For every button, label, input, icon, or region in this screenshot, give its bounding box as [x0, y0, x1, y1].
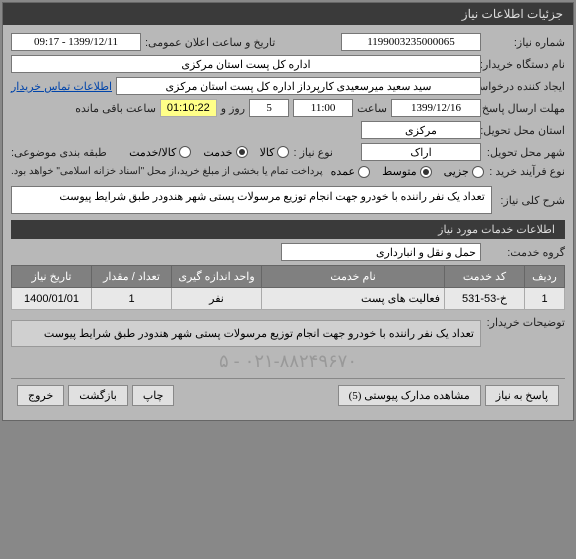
attachments-button[interactable]: مشاهده مدارک پیوستی (5)	[338, 385, 481, 406]
group-label: گروه خدمت:	[485, 246, 565, 259]
province-label: استان محل تحویل:	[485, 124, 565, 137]
province-field	[361, 121, 481, 139]
creator-field	[116, 77, 481, 95]
purchase-omde-radio[interactable]: عمده	[331, 165, 370, 178]
contact-link[interactable]: اطلاعات تماس خریدار	[11, 80, 112, 93]
city-label: شهر محل تحویل:	[485, 146, 565, 159]
th-radif: ردیف	[525, 266, 565, 288]
deadline-date-field	[391, 99, 481, 117]
announce-label: تاریخ و ساعت اعلان عمومی:	[145, 36, 275, 49]
reply-button[interactable]: پاسخ به نیاز	[485, 385, 559, 406]
buyer-notes-box: تعداد یک نفر راننده با خودرو جهت انجام ت…	[11, 320, 481, 347]
buyer-notes-label: توضیحات خریدار:	[485, 316, 565, 329]
group-field	[281, 243, 481, 261]
type-label: نوع نیاز :	[293, 146, 333, 159]
table-row: 1 خ-53-531 فعالیت های پست نفر 1 1400/01/…	[12, 288, 565, 310]
buyer-notes-text: تعداد یک نفر راننده با خودرو جهت انجام ت…	[18, 327, 474, 340]
td-radif: 1	[525, 288, 565, 310]
td-date: 1400/01/01	[12, 288, 92, 310]
purchase-motevasset-radio[interactable]: متوسط	[382, 165, 432, 178]
purchase-jozi-radio[interactable]: جزیی	[444, 165, 484, 178]
footer: پاسخ به نیاز مشاهده مدارک پیوستی (5) چاپ…	[11, 378, 565, 412]
td-code: خ-53-531	[445, 288, 525, 310]
main-window: جزئیات اطلاعات نیاز شماره نیاز: تاریخ و …	[2, 2, 574, 421]
buyer-field	[11, 55, 481, 73]
purchase-label: نوع فرآیند خرید :	[488, 165, 565, 178]
type-both-radio[interactable]: کالا/خدمت	[129, 146, 191, 159]
city-field	[361, 143, 481, 161]
payment-note: پرداخت تمام یا بخشی از مبلغ خرید،از محل …	[11, 166, 323, 177]
days-field	[249, 99, 289, 117]
back-button[interactable]: بازگشت	[68, 385, 128, 406]
th-code: کد خدمت	[445, 266, 525, 288]
titlebar: جزئیات اطلاعات نیاز	[3, 3, 573, 25]
th-qty: تعداد / مقدار	[92, 266, 172, 288]
buyer-label: نام دستگاه خریدار:	[485, 58, 565, 71]
type-kala-radio[interactable]: کالا	[260, 146, 290, 159]
td-qty: 1	[92, 288, 172, 310]
type-radio-group: کالا خدمت کالا/خدمت	[129, 146, 289, 159]
exit-button[interactable]: خروج	[17, 385, 64, 406]
purchase-radio-group: جزیی متوسط عمده	[331, 165, 484, 178]
need-number-field	[341, 33, 481, 51]
td-unit: نفر	[172, 288, 262, 310]
countdown: 01:10:22	[160, 99, 217, 117]
sharh-textarea[interactable]	[11, 186, 492, 214]
deadline-label: مهلت ارسال پاسخ:	[485, 102, 565, 115]
th-unit: واحد اندازه گیری	[172, 266, 262, 288]
services-header: اطلاعات خدمات مورد نیاز	[11, 220, 565, 239]
td-name: فعالیت های پست	[262, 288, 445, 310]
th-date: تاریخ نیاز	[12, 266, 92, 288]
type-khedmat-radio[interactable]: خدمت	[203, 146, 247, 159]
creator-label: ایجاد کننده درخواست:	[485, 80, 565, 93]
print-button[interactable]: چاپ	[132, 385, 175, 406]
announce-field	[11, 33, 141, 51]
sharh-label: شرح کلی نیاز:	[496, 194, 565, 207]
need-number-label: شماره نیاز:	[485, 36, 565, 49]
window-title: جزئیات اطلاعات نیاز	[462, 7, 563, 21]
phone-watermark: ۰۲۱-۸۸۲۴۹۶۷۰ - ۵	[11, 351, 565, 372]
th-name: نام خدمت	[262, 266, 445, 288]
rooz-label: روز و	[221, 102, 245, 115]
services-table: ردیف کد خدمت نام خدمت واحد اندازه گیری ت…	[11, 265, 565, 310]
content-area: شماره نیاز: تاریخ و ساعت اعلان عمومی: نا…	[3, 25, 573, 420]
table-header-row: ردیف کد خدمت نام خدمت واحد اندازه گیری ت…	[12, 266, 565, 288]
class-label: طبقه بندی موضوعی:	[11, 146, 107, 159]
deadline-time-field	[293, 99, 353, 117]
remaining-label: ساعت باقی مانده	[75, 102, 156, 115]
saat-label: ساعت	[357, 102, 387, 115]
